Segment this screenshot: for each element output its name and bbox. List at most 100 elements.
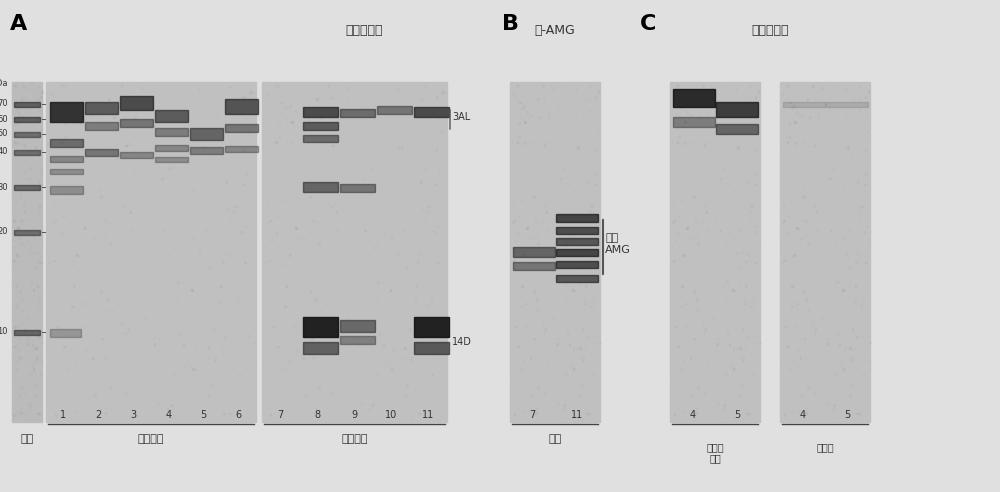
Bar	[573, 238, 574, 240]
Bar	[327, 220, 328, 221]
Bar	[37, 298, 38, 300]
Bar	[588, 99, 589, 100]
Bar	[786, 84, 787, 86]
Bar	[671, 381, 673, 383]
Bar	[522, 411, 524, 412]
Bar	[543, 156, 545, 158]
Bar	[755, 96, 756, 98]
Bar	[818, 170, 820, 172]
Bar	[222, 261, 224, 263]
Text: 40: 40	[0, 148, 8, 156]
Text: 8: 8	[314, 410, 321, 420]
Bar	[236, 390, 238, 391]
Bar	[849, 284, 851, 285]
Bar	[13, 414, 15, 416]
Bar	[15, 102, 17, 103]
Bar	[404, 357, 406, 358]
Bar	[318, 242, 320, 244]
Bar	[696, 297, 697, 299]
Bar	[842, 236, 844, 238]
Bar	[746, 413, 748, 414]
Bar	[179, 332, 180, 334]
Bar	[517, 242, 519, 244]
Bar	[565, 417, 566, 419]
Bar	[316, 98, 318, 99]
Bar	[808, 310, 809, 311]
Bar	[332, 145, 333, 147]
Bar	[783, 227, 785, 228]
Bar	[23, 323, 24, 324]
Bar	[805, 412, 807, 414]
Bar	[671, 247, 672, 248]
Bar	[797, 236, 798, 238]
Bar	[34, 89, 35, 90]
Bar	[19, 93, 20, 94]
Bar	[32, 362, 34, 364]
Bar	[542, 220, 543, 221]
Bar	[386, 161, 388, 163]
Bar	[722, 408, 724, 410]
Bar	[28, 358, 30, 359]
Bar	[511, 323, 512, 324]
Bar	[518, 85, 519, 87]
Bar	[39, 205, 41, 207]
Bar	[117, 174, 119, 176]
Bar	[199, 252, 200, 253]
Bar	[263, 323, 265, 324]
Bar	[405, 396, 406, 397]
Bar	[419, 125, 421, 127]
Bar	[320, 310, 321, 311]
Bar	[796, 303, 798, 305]
Bar	[838, 281, 839, 283]
Bar	[435, 184, 437, 185]
Bar	[548, 112, 550, 114]
Bar	[796, 110, 797, 111]
Bar	[760, 362, 761, 363]
Bar	[740, 266, 741, 268]
Bar	[868, 91, 869, 92]
Bar	[269, 335, 270, 336]
Bar	[827, 182, 828, 183]
Bar	[340, 336, 341, 338]
Bar	[677, 85, 678, 87]
Bar	[597, 130, 598, 132]
Bar	[118, 141, 119, 143]
Bar	[30, 394, 31, 396]
Bar	[36, 419, 38, 421]
Bar	[414, 342, 449, 354]
Bar	[372, 403, 374, 404]
Bar	[536, 309, 538, 310]
Bar	[688, 397, 689, 399]
Bar	[675, 91, 677, 92]
Bar	[674, 414, 675, 416]
Bar	[518, 136, 520, 138]
Bar	[588, 110, 590, 112]
Bar	[414, 107, 449, 117]
Bar	[384, 227, 385, 229]
Bar	[796, 227, 798, 229]
Bar	[840, 243, 841, 244]
Bar	[515, 240, 516, 242]
Bar	[557, 275, 559, 277]
Text: B: B	[502, 14, 519, 34]
Bar	[266, 311, 267, 312]
Bar	[864, 359, 866, 360]
Bar	[41, 118, 42, 120]
Bar	[696, 408, 697, 409]
Bar	[513, 204, 514, 206]
Bar	[566, 386, 567, 388]
Bar	[725, 84, 727, 86]
Bar	[134, 117, 136, 119]
Bar	[578, 146, 579, 148]
Bar	[566, 299, 567, 300]
Bar	[806, 300, 807, 301]
Bar	[702, 381, 703, 382]
Bar	[14, 150, 40, 155]
Bar	[67, 338, 68, 339]
Bar	[29, 134, 31, 136]
Bar	[191, 289, 193, 290]
Bar	[315, 408, 316, 409]
Bar	[38, 125, 39, 127]
Bar	[305, 115, 306, 116]
Bar	[685, 326, 687, 327]
